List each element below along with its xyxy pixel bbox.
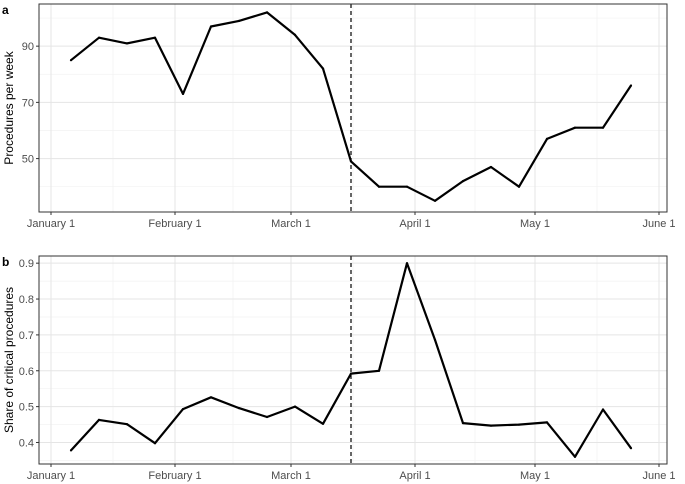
panel-a-x-tick-label: May 1 [520,218,550,230]
panel-b-data-point [321,422,325,425]
panel-b-data-point [349,372,353,375]
panel-b-y-tick-label: 0.9 [19,258,34,270]
panel-a-y-tick-label: 90 [22,41,34,53]
panel-a-data-point [265,11,269,14]
panel-b-y-tick-label: 0.8 [19,294,34,306]
panel-a-data-point [489,165,493,169]
panel-b-y-tick-label: 0.5 [19,402,34,414]
panel-b-data-point [545,421,549,424]
panel-b-data-point [97,418,101,421]
panel-a-y-axis-title: Procedures per week [2,50,16,164]
panel-b-frame [38,255,668,465]
panel-b-data-point [377,369,381,372]
panel-b: b January 1 February 1 March 1 April 1 May 1… [2,255,676,482]
panel-b-x-tick-label: June 1 [642,470,675,482]
panel-a-data-point [153,36,157,39]
panel-b-data-point [517,423,521,426]
panel-b-y-tick-label: 0.4 [19,437,34,449]
panel-b-data-point [461,422,465,425]
panel-a-data-point [629,84,633,87]
panel-a-letter: a [2,3,9,17]
panel-a-y-tick-label: 70 [22,97,34,109]
panel-b-x-tick-label: January 1 [27,470,75,482]
panel-b-data-point [573,455,577,458]
panel-a: a January 1 February 1 March 1 April 1 May 1… [2,3,676,230]
panel-a-frame [38,3,668,213]
panel-b-data-point [237,407,241,410]
panel-b-x-tick-label: February 1 [148,470,201,482]
panel-a-data-point [209,25,213,28]
panel-a-data-point [293,33,297,37]
panel-b-x-tick-label: March 1 [271,470,311,482]
panel-b-data-point [433,338,437,341]
panel-b-data-point [209,396,213,399]
panel-b-data-point [181,408,185,411]
panel-a-data-point [125,42,129,45]
panel-a-data-point [349,160,353,163]
panel-a-data-point [405,185,409,188]
panel-a-x-tick-label: February 1 [148,218,201,230]
panel-a-x-tick-label: January 1 [27,218,75,230]
panel-a-y-tick-label: 50 [22,154,34,166]
panel-b-data-point [265,415,269,419]
panel-a-data-point [181,92,185,95]
panel-b-data-point [69,449,73,452]
panel-b-letter: b [2,255,9,269]
panel-b-y-axis-title: Share of critical procedures [2,287,16,433]
panel-a-data-point [601,126,605,129]
panel-b-data-point [405,262,409,265]
panel-a-data-point [69,59,73,62]
panel-b-data-point [153,442,157,445]
panel-a-data-point [461,180,465,183]
panel-a-data-point [321,67,325,70]
panel-a-x-tick-label: April 1 [399,218,430,230]
panel-b-data-point [601,408,605,411]
panel-b-x-tick-label: April 1 [399,470,430,482]
panel-b-x-tick-label: May 1 [520,470,550,482]
panel-a-data-point [97,36,101,39]
panel-b-data-point [629,447,633,450]
panel-a-data-point [237,19,241,22]
panel-a-x-tick-label: June 1 [642,218,675,230]
panel-b-data-point [489,424,493,427]
panel-b-data-point [125,423,129,426]
panel-a-data-point [517,185,521,188]
panel-b-y-tick-label: 0.7 [19,330,34,342]
panel-a-data-point [545,137,549,140]
panel-a-data-point [377,185,381,188]
panel-b-data-point [293,405,297,408]
panel-b-y-tick-label: 0.6 [19,366,34,378]
panel-a-data-point [573,126,577,129]
panel-a-data-point [433,199,437,202]
panel-a-x-tick-label: March 1 [271,218,311,230]
